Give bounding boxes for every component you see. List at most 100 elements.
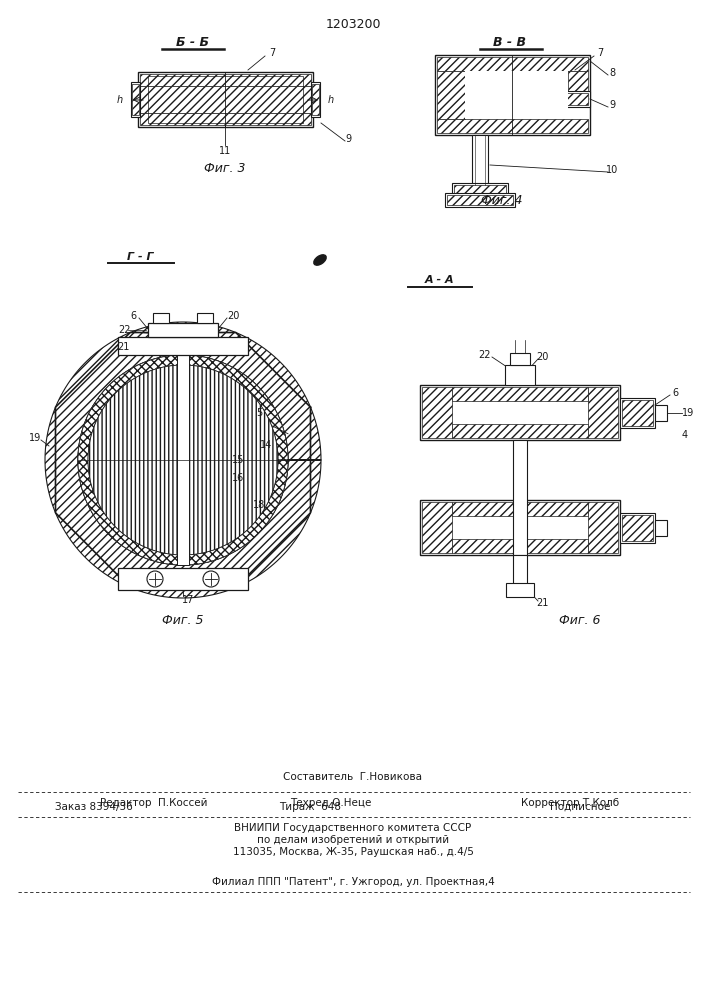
Text: Заказ 8394/36: Заказ 8394/36 bbox=[55, 802, 133, 812]
Bar bbox=[140, 86, 311, 113]
Bar bbox=[452, 387, 588, 401]
Text: 20: 20 bbox=[227, 311, 239, 321]
Bar bbox=[465, 71, 568, 119]
Text: 1203200: 1203200 bbox=[325, 17, 381, 30]
Text: Б - Б: Б - Б bbox=[177, 35, 209, 48]
Text: В - В: В - В bbox=[493, 35, 527, 48]
Bar bbox=[177, 355, 189, 565]
Text: 11: 11 bbox=[219, 146, 231, 156]
Text: 19: 19 bbox=[682, 408, 694, 418]
Circle shape bbox=[78, 355, 288, 565]
Text: ВНИИПИ Государственного комитета СССР: ВНИИПИ Государственного комитета СССР bbox=[235, 823, 472, 833]
Bar bbox=[420, 385, 620, 440]
Text: 15: 15 bbox=[232, 455, 245, 465]
Bar bbox=[153, 313, 169, 323]
Bar bbox=[506, 583, 534, 597]
Text: 6: 6 bbox=[672, 388, 678, 398]
Polygon shape bbox=[78, 355, 288, 565]
Bar bbox=[452, 539, 588, 553]
Text: 8: 8 bbox=[609, 68, 615, 78]
Text: А - А: А - А bbox=[425, 275, 455, 285]
Polygon shape bbox=[45, 322, 321, 598]
Bar bbox=[437, 57, 588, 71]
Text: 7: 7 bbox=[597, 48, 603, 58]
Text: 22: 22 bbox=[119, 325, 132, 335]
Bar bbox=[140, 113, 311, 125]
Polygon shape bbox=[183, 365, 278, 555]
Bar bbox=[437, 71, 465, 119]
Text: h: h bbox=[328, 95, 334, 105]
Bar bbox=[454, 185, 506, 193]
Bar bbox=[655, 405, 667, 421]
Text: Редактор  П.Коссей: Редактор П.Коссей bbox=[100, 798, 207, 808]
Bar bbox=[197, 313, 213, 323]
Bar bbox=[120, 339, 246, 353]
Text: 10: 10 bbox=[606, 165, 618, 175]
Bar bbox=[148, 323, 218, 337]
Text: 20: 20 bbox=[536, 352, 548, 362]
Bar bbox=[452, 502, 588, 516]
Text: 17: 17 bbox=[182, 595, 194, 605]
Bar bbox=[622, 515, 653, 541]
Bar bbox=[588, 387, 618, 438]
Bar bbox=[120, 570, 246, 588]
Text: Фиг. 5: Фиг. 5 bbox=[162, 613, 204, 626]
Text: 5: 5 bbox=[256, 408, 262, 418]
Polygon shape bbox=[88, 365, 183, 555]
Bar bbox=[622, 400, 653, 426]
Bar bbox=[505, 365, 535, 385]
Bar bbox=[140, 74, 311, 86]
Bar bbox=[588, 502, 618, 553]
Text: 21: 21 bbox=[536, 598, 548, 608]
Text: 9: 9 bbox=[345, 134, 351, 144]
Bar bbox=[655, 520, 667, 536]
Bar bbox=[568, 71, 588, 91]
Bar bbox=[132, 84, 139, 115]
Text: h: h bbox=[117, 95, 123, 105]
Bar bbox=[452, 183, 508, 195]
Text: Составитель  Г.Новикова: Составитель Г.Новикова bbox=[284, 772, 423, 782]
Bar bbox=[540, 91, 590, 107]
Bar bbox=[312, 84, 319, 115]
Bar bbox=[199, 315, 211, 321]
Bar bbox=[513, 555, 527, 585]
Bar bbox=[422, 387, 452, 438]
Bar bbox=[131, 82, 140, 117]
Bar bbox=[178, 356, 188, 564]
Text: 22: 22 bbox=[479, 350, 491, 360]
Text: Филиал ППП "Патент", г. Ужгород, ул. Проектная,4: Филиал ППП "Патент", г. Ужгород, ул. Про… bbox=[211, 877, 494, 887]
Text: 18: 18 bbox=[253, 500, 265, 510]
Text: 14: 14 bbox=[259, 440, 272, 450]
Text: 113035, Москва, Ж-35, Раушская наб., д.4/5: 113035, Москва, Ж-35, Раушская наб., д.4… bbox=[233, 847, 474, 857]
Bar bbox=[148, 76, 303, 123]
Text: 21: 21 bbox=[117, 342, 129, 352]
Text: Фиг. 3: Фиг. 3 bbox=[204, 162, 246, 176]
Bar bbox=[118, 337, 248, 355]
Bar bbox=[452, 424, 588, 438]
Bar bbox=[150, 325, 216, 335]
Bar bbox=[155, 315, 167, 321]
Text: 9: 9 bbox=[609, 100, 615, 110]
Bar bbox=[447, 195, 513, 205]
Text: Тираж  648: Тираж 648 bbox=[279, 802, 341, 812]
Text: Корректор Т.Колб: Корректор Т.Колб bbox=[521, 798, 619, 808]
Text: по делам изобретений и открытий: по делам изобретений и открытий bbox=[257, 835, 449, 845]
Text: Техред О.Неце: Техред О.Неце bbox=[290, 798, 371, 808]
Bar bbox=[118, 568, 248, 590]
Bar bbox=[138, 72, 313, 127]
Circle shape bbox=[203, 571, 219, 587]
Bar bbox=[437, 119, 588, 133]
Text: 19: 19 bbox=[29, 433, 41, 443]
Text: 4: 4 bbox=[682, 430, 688, 440]
Bar bbox=[445, 193, 515, 207]
Text: Г - Г: Г - Г bbox=[127, 252, 153, 262]
Ellipse shape bbox=[314, 255, 326, 265]
Bar bbox=[422, 502, 452, 553]
Text: 7: 7 bbox=[269, 48, 275, 58]
Text: 16: 16 bbox=[232, 473, 245, 483]
Bar bbox=[420, 500, 620, 555]
Text: Фиг. 6: Фиг. 6 bbox=[559, 613, 601, 626]
Bar bbox=[513, 440, 527, 555]
Bar bbox=[311, 82, 320, 117]
Bar bbox=[510, 353, 530, 365]
